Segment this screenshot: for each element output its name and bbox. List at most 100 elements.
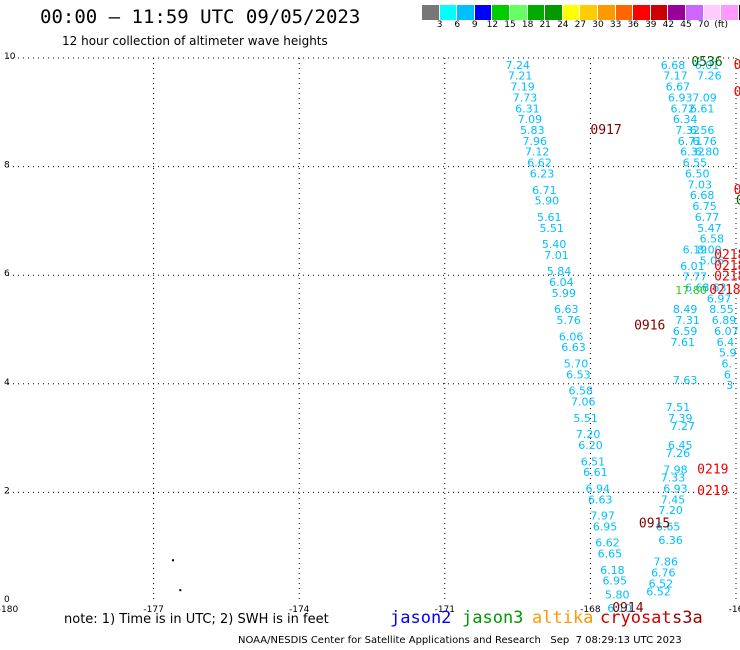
wave-height-label: 6.76: [692, 135, 717, 148]
wave-height-label: 6.63: [685, 281, 710, 294]
wave-height-label: 7.21: [508, 70, 532, 83]
wave-height-label: 6.51: [581, 455, 606, 468]
legend-label: 21: [539, 20, 551, 30]
wave-height-label: 7.17: [663, 70, 688, 83]
legend-swatch: [597, 5, 616, 20]
legend-swatch: [703, 5, 722, 20]
time-label: 0218: [714, 270, 740, 285]
wave-height-label: 6.07: [714, 325, 739, 338]
note-text: note: 1) Time is in UTC; 2) SWH is in fe…: [64, 612, 329, 627]
x-tick-label: -171: [435, 605, 455, 615]
time-label: 0218: [714, 259, 740, 274]
wave-height-label: 6.58: [700, 233, 725, 246]
legend-swatch: [668, 5, 686, 20]
wave-height-label: 6.63: [561, 341, 586, 354]
satellite-name: altika: [532, 608, 594, 628]
wave-height-label: 5.90: [535, 195, 560, 208]
wave-height-label: 7.20: [658, 504, 683, 517]
wave-height-label: 6.68: [661, 59, 686, 72]
legend-label: 36: [627, 20, 639, 30]
wave-height-label: 7.06: [571, 396, 596, 409]
wave-height-label: 6.95: [593, 520, 618, 533]
wave-height-label: 6.77: [695, 211, 720, 224]
wave-height-label: 6.23: [530, 167, 555, 180]
wave-height-label: 6.62: [595, 537, 620, 550]
wave-height-label: 6.68: [690, 189, 715, 202]
time-label: 0917: [590, 123, 621, 138]
wave-height-label: 5.80: [605, 588, 630, 601]
time-label: 021: [734, 58, 740, 73]
wave-height-label: 5.61: [537, 211, 562, 224]
wave-height-label: 5.40: [542, 238, 567, 251]
legend-label: 9: [471, 20, 478, 30]
legend-swatch: [685, 5, 704, 20]
x-tick-label: -177: [143, 605, 163, 615]
wave-height-label: 7.19: [510, 81, 535, 94]
chart-title: 00:00 – 11:59 UTC 09/05/2023: [40, 6, 361, 28]
wave-height-label: 6.01: [695, 59, 720, 72]
y-tick-label: 10: [4, 52, 16, 62]
legend-swatch: [545, 5, 563, 20]
color-scale-labels: 3 6 9 12 15 18 21 24 27 30 33 36 39 42 45 70 (ft): [422, 20, 740, 34]
wave-height-label: 3: [726, 379, 733, 392]
legend-swatch: [439, 5, 458, 20]
satellite-name: jason3: [462, 608, 524, 628]
wave-height-label: 6.65: [656, 520, 681, 533]
wave-height-label: 6.59: [673, 325, 698, 338]
wave-height-label: 6.52: [649, 577, 674, 590]
wave-height-label: 5.83: [520, 124, 545, 137]
legend-swatch: [492, 5, 510, 20]
legend-swatch: [457, 5, 475, 20]
y-tick-label: 0: [4, 595, 10, 605]
wave-height-label: 7.33: [661, 472, 686, 485]
time-label: 0915: [639, 517, 670, 532]
legend-swatch: [650, 5, 669, 20]
wave-height-label: 5.84: [547, 265, 572, 278]
legend-label: 3: [436, 20, 443, 30]
wave-height-label: 6.93: [663, 482, 688, 495]
satellite-name: s3a: [672, 608, 703, 628]
wave-height-label: 6.31: [515, 102, 540, 115]
wave-height-label: 6.: [721, 358, 732, 371]
legend-label: 18: [521, 20, 534, 30]
wave-height-label: 6.80: [695, 146, 720, 159]
wave-height-label: 6.76: [651, 567, 676, 580]
wave-height-label: 6.95: [603, 575, 628, 588]
wave-height-label: 6.52: [646, 586, 671, 599]
wave-height-label: 7.27: [670, 420, 695, 433]
legend-swatch: [721, 5, 739, 20]
wave-height-label: 8.49: [673, 303, 698, 316]
wave-height-label: 6.18: [600, 564, 625, 577]
legend-swatch: [422, 5, 440, 20]
legend-swatch: [562, 5, 581, 20]
wave-height-label: 7.45: [661, 493, 686, 506]
y-tick-label: 8: [4, 161, 10, 171]
wave-height-label: 6.89: [712, 314, 737, 327]
wave-height-label: 5.70: [564, 358, 589, 371]
wave-height-label: 7.31: [675, 314, 700, 327]
legend-label: 15: [504, 20, 516, 30]
wave-height-label: 7.01: [544, 249, 569, 262]
y-tick-label: 4: [4, 378, 10, 388]
satellite-name: jason2: [390, 608, 452, 628]
legend-label: 6: [454, 20, 461, 30]
wave-height-label: 6.71: [678, 135, 703, 148]
wave-height-label: 7.09: [692, 91, 717, 104]
legend-swatch: [474, 5, 493, 20]
time-label: 0219: [697, 484, 728, 499]
y-tick-label: 2: [4, 486, 10, 496]
time-label: 0536: [691, 55, 722, 70]
time-label: 0916: [634, 319, 665, 334]
time-label: 0217: [734, 183, 740, 198]
legend-label: 27: [574, 20, 587, 30]
x-tick-label: -180: [0, 605, 18, 615]
footer-credit: NOAA/NESDIS Center for Satellite Applica…: [238, 635, 682, 646]
satellite-name: cryosat: [600, 608, 672, 628]
wave-height-label: 6.61: [583, 466, 608, 479]
wave-height-label: 6.10: [607, 602, 632, 615]
wave-height-label: 6.01: [680, 260, 705, 273]
legend-label: (ft): [714, 20, 728, 30]
wave-height-label: 7.96: [522, 135, 547, 148]
wave-height-label: 7.77: [683, 271, 708, 284]
wave-height-label: 7.97: [590, 510, 615, 523]
